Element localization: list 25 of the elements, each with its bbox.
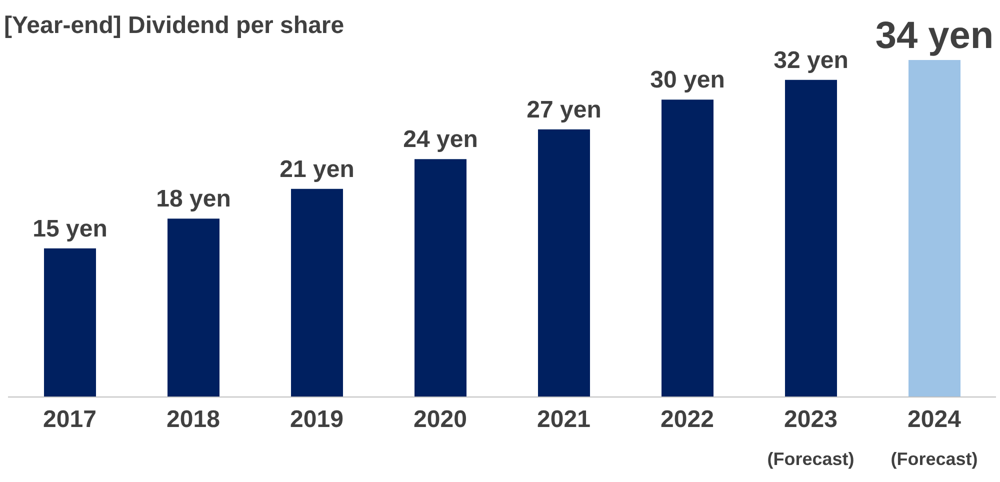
x-tick-label: 2023 (Forecast): [767, 406, 854, 469]
x-tick-label: 2019: [290, 406, 344, 433]
x-tick-label: 2017: [43, 406, 96, 433]
data-label: 15 yen: [32, 215, 108, 242]
bar: [538, 129, 590, 397]
data-label: 32 yen: [774, 46, 848, 74]
bar: [662, 100, 714, 397]
data-label: 21 yen: [280, 156, 354, 183]
data-label: 18 yen: [156, 186, 231, 213]
bar: [908, 60, 960, 397]
bar: [168, 218, 220, 397]
x-tick-label: 2020: [414, 406, 467, 433]
bar: [44, 248, 96, 397]
chart-title: [Year-end] Dividend per share: [4, 12, 344, 40]
data-label: 34 yen: [875, 15, 994, 57]
x-tick-label: 2018: [166, 406, 220, 433]
x-tick-label: 2021: [537, 406, 590, 433]
x-tick-label: 2022: [660, 406, 714, 433]
data-label: 24 yen: [403, 126, 478, 154]
x-tick-label: 2024 (Forecast): [890, 406, 978, 469]
data-label: 30 yen: [650, 66, 725, 94]
bar: [291, 188, 343, 397]
bar: [785, 80, 837, 397]
bar: [414, 159, 466, 397]
data-label: 27 yen: [526, 96, 602, 124]
